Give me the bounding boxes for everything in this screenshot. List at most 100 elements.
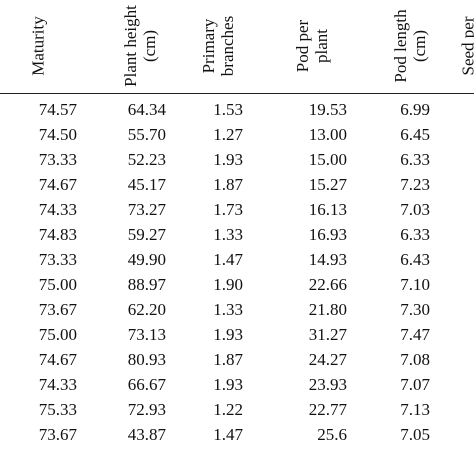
table-cell: 1.27 (213, 125, 243, 144)
table-cell: 1.22 (213, 400, 243, 419)
table-cell: 73.67 (38, 300, 77, 319)
table-cell: 7.10 (400, 275, 430, 294)
table-cell: 7.30 (400, 300, 430, 319)
column-header-line: Plant height (121, 5, 140, 87)
table-cell: 75.00 (38, 325, 77, 344)
table-cell: 43.87 (127, 425, 166, 444)
table-cell: 6.99 (400, 100, 430, 119)
table-cell: 66.67 (127, 375, 166, 394)
table-cell: 19.53 (308, 100, 347, 119)
table-cell: 23.93 (308, 375, 347, 394)
table-cell: 62.20 (127, 300, 166, 319)
table-cell: 7.08 (400, 350, 430, 369)
table-cell: 75.00 (38, 275, 77, 294)
table-cell: 1.93 (213, 325, 243, 344)
table-cell: 14.93 (308, 250, 347, 269)
table-cell: 7.03 (400, 200, 430, 219)
column-header: Primary branches (199, 16, 237, 76)
table-cell: 1.87 (213, 350, 243, 369)
column-header-line: (cm) (140, 29, 159, 63)
table-cell: 74.57 (38, 100, 77, 119)
table-cell: 6.33 (400, 225, 430, 244)
table-cell: 64.34 (127, 100, 166, 119)
table-cell: 1.87 (213, 175, 243, 194)
table-cell: 1.93 (213, 150, 243, 169)
column-header-line: Maturity (28, 16, 48, 76)
table-cell: 1.93 (213, 375, 243, 394)
column-header: Seed per (459, 16, 474, 75)
column-header-line: Pod length (391, 9, 410, 83)
table-cell: 6.33 (400, 150, 430, 169)
table-cell: 24.27 (308, 350, 347, 369)
table-cell: 73.67 (38, 425, 77, 444)
table-cell: 1.33 (213, 300, 243, 319)
table-cell: 7.07 (400, 375, 430, 394)
table-cell: 49.90 (127, 250, 166, 269)
table-cell: 73.27 (127, 200, 166, 219)
table-cell: 16.13 (308, 200, 347, 219)
table-cell: 75.33 (38, 400, 77, 419)
table-cell: 73.33 (38, 250, 77, 269)
table-cell: 74.67 (38, 175, 77, 194)
column-header: Plant height (cm) (121, 5, 159, 87)
column-header-line: plant (312, 29, 331, 64)
table-cell: 74.67 (38, 350, 77, 369)
table-cell: 80.93 (127, 350, 166, 369)
table-cell: 74.83 (38, 225, 77, 244)
table-cell: 55.70 (127, 125, 166, 144)
table-cell: 6.45 (400, 125, 430, 144)
table-cell: 74.50 (38, 125, 77, 144)
column-header-line: Primary (199, 18, 218, 74)
column-header-line: Seed per (458, 16, 474, 76)
table-cell: 22.77 (308, 400, 347, 419)
column-header-line: Pod per (293, 19, 312, 73)
table-cell: 7.13 (400, 400, 430, 419)
column-header: Pod per plant (293, 20, 331, 72)
header-rule (0, 93, 474, 94)
table-cell: 31.27 (308, 325, 347, 344)
table-cell: 52.23 (127, 150, 166, 169)
table-cell: 1.33 (213, 225, 243, 244)
table-cell: 45.17 (127, 175, 166, 194)
table-header: Maturity Plant height (cm) Primary branches P… (0, 0, 474, 92)
table-cell: 59.27 (127, 225, 166, 244)
table-cell: 15.27 (308, 175, 347, 194)
table-cell: 7.05 (400, 425, 430, 444)
table-cell: 73.13 (127, 325, 166, 344)
column-header-line: branches (218, 15, 237, 77)
table-cell: 6.43 (400, 250, 430, 269)
table-cell: 15.00 (308, 150, 347, 169)
column-header: Maturity (29, 16, 48, 76)
table-cell: 72.93 (127, 400, 166, 419)
table-cell: 25.6 (317, 425, 347, 444)
table-cell: 1.73 (213, 200, 243, 219)
table-cell: 21.80 (308, 300, 347, 319)
table-cell: 1.47 (213, 250, 243, 269)
table-cell: 16.93 (308, 225, 347, 244)
table-cell: 73.33 (38, 150, 77, 169)
table-cell: 22.66 (308, 275, 347, 294)
table-cell: 7.47 (400, 325, 430, 344)
table-cell: 74.33 (38, 200, 77, 219)
table-cell: 1.47 (213, 425, 243, 444)
column-header: Pod length (cm) (391, 9, 429, 82)
table-cell: 13.00 (308, 125, 347, 144)
table-cell: 1.53 (213, 100, 243, 119)
column-header-line: (cm) (410, 29, 429, 63)
table-cell: 1.90 (213, 275, 243, 294)
table-cell: 74.33 (38, 375, 77, 394)
